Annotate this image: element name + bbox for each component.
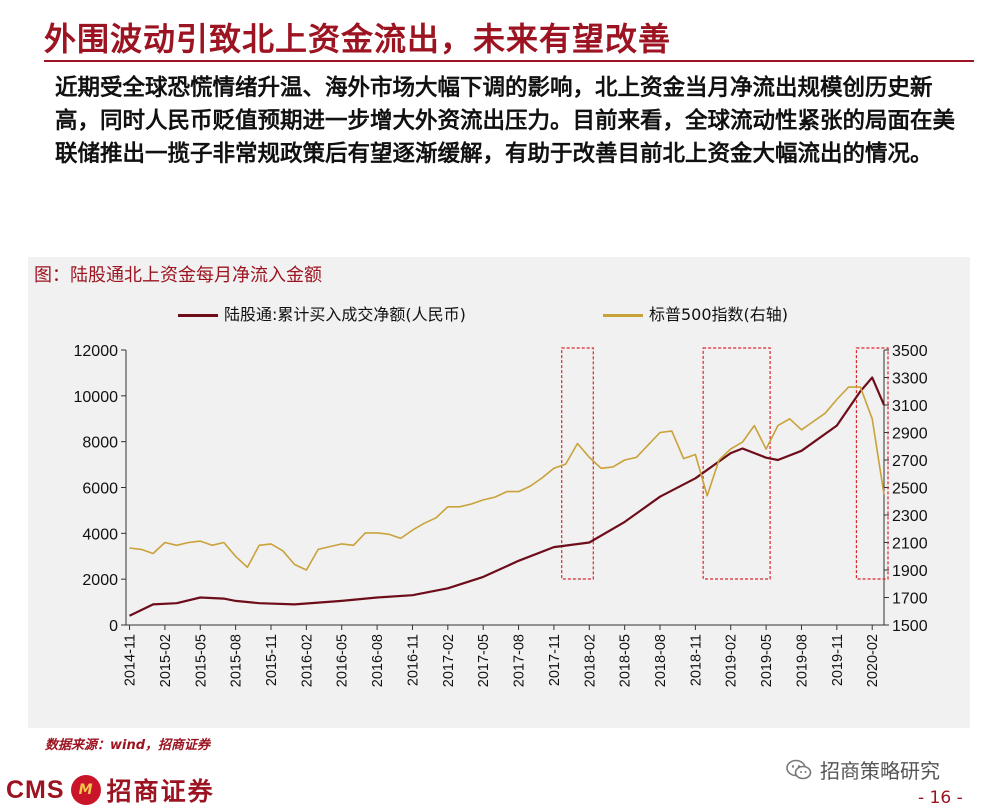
legend-label-sp500: 标普500指数(右轴) [649,305,789,324]
x-tick-label: 2019-08 [794,634,810,687]
legend-swatch-net-buy [178,314,218,317]
cms-logo: CMS M 招商证券 [6,772,215,808]
highlight-period-box [702,347,771,580]
x-tick-label: 2016-02 [299,634,315,687]
x-tick-label: 2019-05 [759,634,775,687]
y-right-tick-label: 1700 [892,591,928,608]
y-right-tick-label: 2100 [892,536,928,553]
x-tick-label: 2018-08 [653,634,669,687]
title-divider [44,60,974,62]
wechat-label: 招商策略研究 [820,759,940,783]
x-tick-label: 2019-02 [724,634,740,687]
legend-label-net-buy: 陆股通:累计买入成交净额(人民币) [224,305,466,324]
wechat-account: 招商策略研究 [786,755,940,784]
legend-item-net-buy: 陆股通:累计买入成交净额(人民币) [178,301,466,325]
y-right-tick-label: 2900 [892,426,928,443]
highlight-period-box [855,347,889,580]
y-right-tick-label: 1500 [892,618,928,635]
y-left-tick-label: 4000 [82,526,118,543]
x-tick-label: 2016-11 [405,634,421,686]
x-tick-label: 2015-08 [229,634,245,687]
series-line-net-buy [129,376,886,617]
data-source-note: 数据来源：wind，招商证券 [45,738,211,753]
x-tick-label: 2014-11 [123,634,139,686]
x-tick-label: 2019-11 [830,634,846,686]
chart-title: 图：陆股通北上资金每月净流入金额 [34,265,322,286]
x-tick-label: 2017-05 [476,634,492,687]
logo-company-name: 招商证券 [106,777,215,806]
slide-body-text: 近期受全球恐慌情绪升温、海外市场大幅下调的影响，北上资金当月净流出规模创历史新高… [55,75,956,167]
x-tick-label: 2018-05 [618,634,634,687]
y-left-tick-label: 0 [109,618,118,635]
x-tick-label: 2018-11 [688,634,704,686]
y-right-tick-label: 3500 [892,343,928,360]
y-right-tick-label: 1900 [892,563,928,580]
wechat-icon [786,759,812,779]
y-right-tick-label: 2500 [892,481,928,498]
x-tick-label: 2018-02 [582,634,598,687]
y-left-tick-label: 2000 [82,572,118,589]
logo-cms-text: CMS [6,775,65,804]
y-right-tick-label: 2300 [892,508,928,525]
y-right-tick-label: 3100 [892,398,928,415]
highlight-period-box [561,347,594,580]
x-tick-label: 2015-05 [193,634,209,687]
x-tick-label: 2017-11 [547,634,563,686]
legend-swatch-sp500 [603,314,643,317]
slide-title: 外围波动引致北上资金流出，未来有望改善 [44,20,672,58]
series-line-sp500 [129,386,885,571]
chart-panel: 图：陆股通北上资金每月净流入金额 陆股通:累计买入成交净额(人民币) 标普500… [28,257,970,728]
x-tick-label: 2020-02 [865,634,881,687]
x-tick-label: 2017-02 [441,634,457,687]
x-tick-label: 2017-08 [512,634,528,687]
y-left-tick-label: 10000 [74,389,119,406]
y-right-tick-label: 3300 [892,371,928,388]
x-tick-label: 2015-02 [158,634,174,687]
line-chart: 0 2000 4000 6000 8000 10000 12000 1500 1700 1900 2… [74,343,928,687]
page-number: - 16 - [918,788,963,808]
y-right-tick-label: 2700 [892,453,928,470]
legend-item-sp500: 标普500指数(右轴) [603,301,788,325]
x-tick-label: 2016-05 [335,634,351,687]
x-tick-label: 2016-08 [370,634,386,687]
y-left-tick-label: 8000 [82,435,118,452]
logo-badge-icon: M [70,775,101,805]
y-left-tick-label: 6000 [82,481,118,498]
x-tick-label: 2015-11 [264,634,280,686]
y-left-tick-label: 12000 [74,343,119,360]
